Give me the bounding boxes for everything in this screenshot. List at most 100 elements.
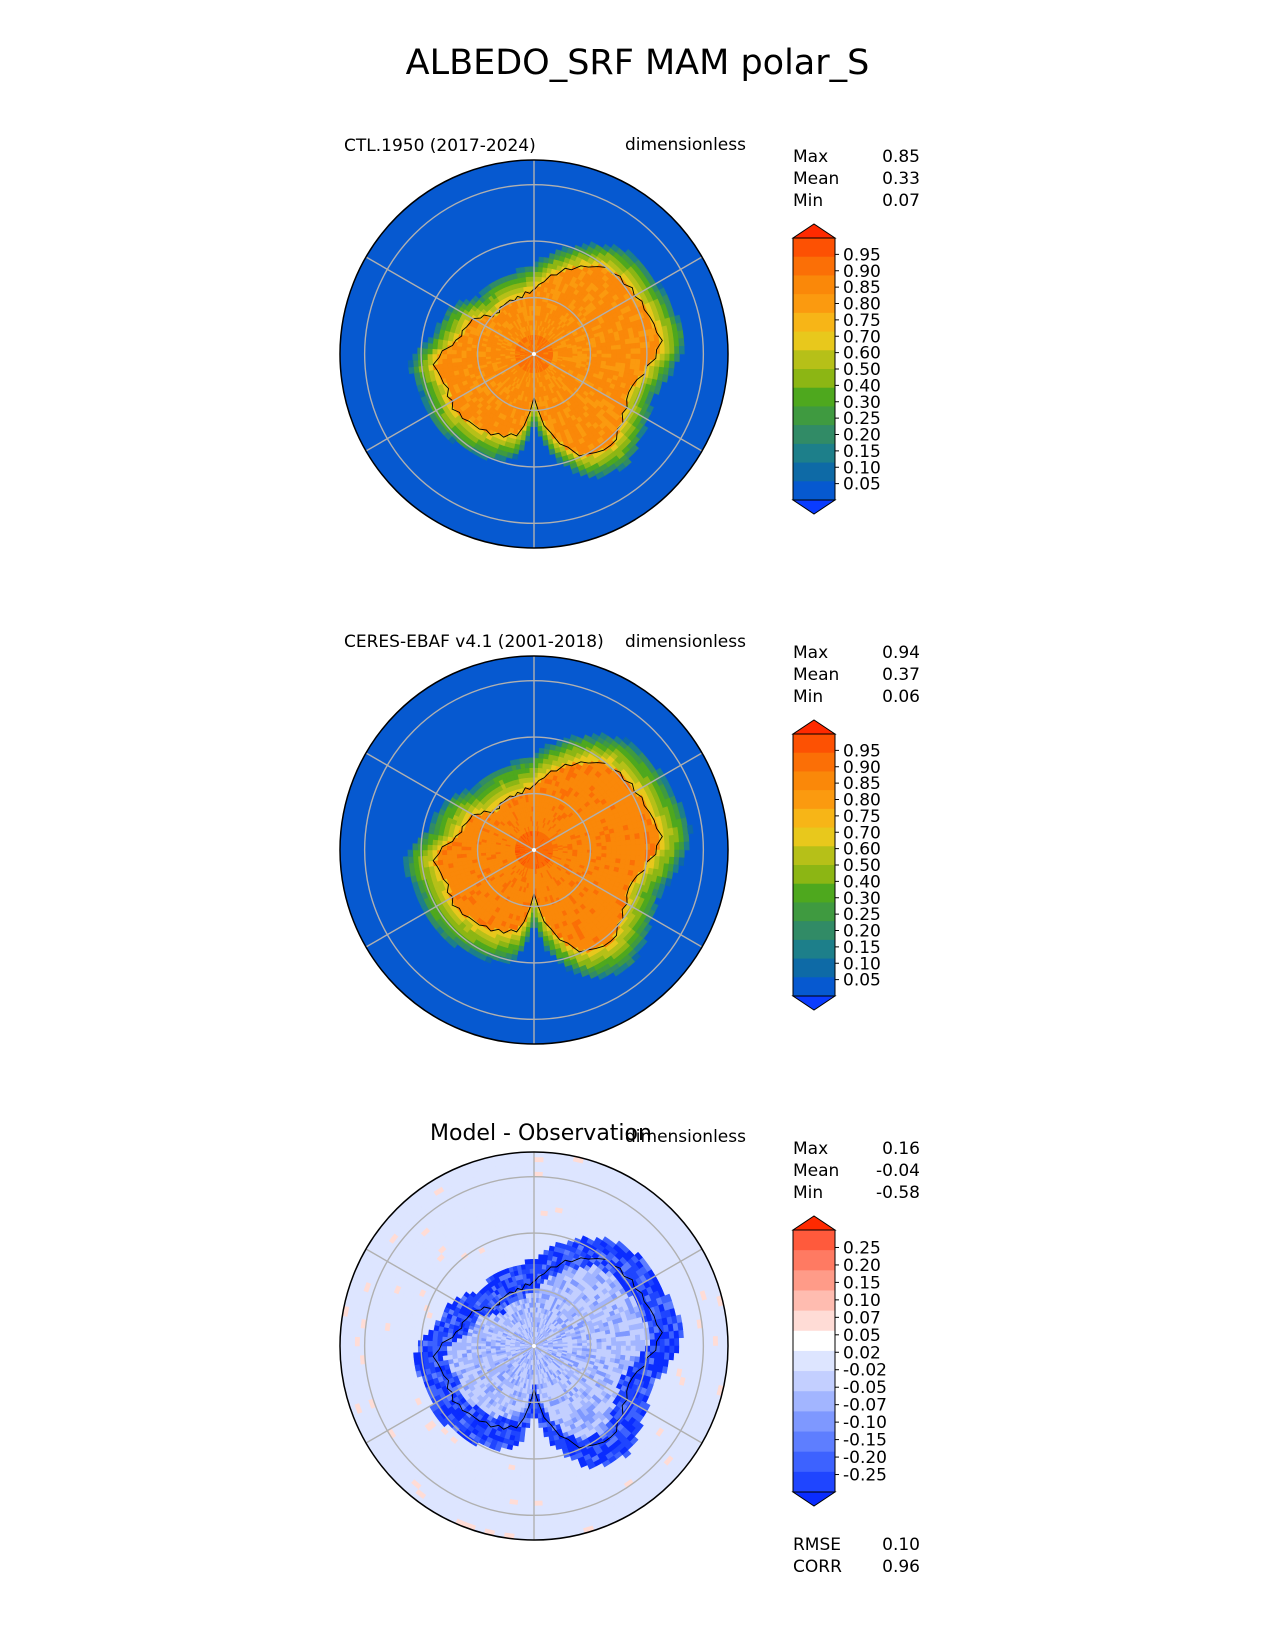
colorbar-tick-label: 0.15	[843, 442, 881, 462]
stat-value: -0.04	[876, 1161, 920, 1181]
map-boundary	[339, 159, 729, 549]
stat-label: Mean	[793, 665, 840, 685]
colorbar-tick-label: 0.25	[843, 409, 881, 429]
stat-value: 0.94	[882, 643, 920, 663]
colorbar-tick-label: 0.95	[843, 741, 881, 761]
pole-marker	[532, 848, 536, 852]
colorbar-segment	[793, 462, 835, 482]
metric-label: CORR	[793, 1557, 842, 1577]
colorbar-tick-label: 0.75	[843, 311, 881, 331]
colorbar-segment	[793, 883, 835, 903]
meridian-gridline	[365, 849, 535, 948]
metric-value: 0.10	[882, 1535, 920, 1555]
stat-value: 0.85	[882, 147, 920, 167]
colorbar-segment	[793, 275, 835, 295]
metric-value: 0.96	[882, 1557, 920, 1577]
stat-value: 0.06	[882, 687, 920, 707]
stat-value: 0.37	[882, 665, 920, 685]
colorbar-tick-label: -0.07	[843, 1396, 887, 1416]
colorbar-extend-max	[791, 1215, 837, 1231]
colorbar-segment	[793, 1230, 835, 1251]
colorbar-tick-label: 0.70	[843, 327, 881, 347]
pole-marker	[532, 352, 536, 356]
meridian-gridline	[365, 256, 535, 355]
meridian-gridline	[365, 353, 535, 452]
colorbar-segment	[793, 1270, 835, 1291]
stat-label: Min	[793, 191, 824, 211]
colorbar-segment	[793, 790, 835, 810]
stat-label: Max	[793, 643, 829, 663]
colorbar-segment	[793, 1290, 835, 1312]
colorbar-segment	[793, 312, 835, 333]
colorbar-segment	[793, 771, 835, 791]
stat-label: Mean	[793, 169, 840, 189]
colorbar-segment	[793, 939, 835, 960]
stat-label: Max	[793, 147, 829, 167]
colorbar-tick-label: 0.75	[843, 807, 881, 827]
colorbar-tick-label: 0.05	[843, 475, 881, 495]
panel3-polar-map	[339, 1151, 729, 1541]
colorbar-segment	[793, 865, 835, 885]
colorbar-tick-label: 0.40	[843, 872, 881, 892]
colorbar-segment	[793, 977, 835, 997]
stat-value: 0.16	[882, 1139, 920, 1159]
map-field	[340, 160, 728, 548]
colorbar-frame	[792, 1229, 836, 1493]
stat-label: Max	[793, 1139, 829, 1159]
meridian-gridline	[365, 752, 535, 851]
colorbar-tick-label: -0.25	[843, 1466, 887, 1486]
map-boundary	[339, 1151, 729, 1541]
panel1-left-label: CTL.1950 (2017-2024)	[344, 136, 536, 156]
map-field	[340, 1152, 728, 1540]
colorbar-tick-label: 0.02	[843, 1343, 881, 1363]
colorbar-segment	[793, 1391, 835, 1412]
colorbar-tick-label: 0.20	[843, 1256, 881, 1276]
colorbar-tick-label: 0.25	[843, 1238, 881, 1258]
colorbar-tick-label: 0.90	[843, 758, 881, 778]
colorbar-segment	[793, 294, 835, 314]
pole-marker	[532, 1344, 536, 1348]
colorbar-tick-label: 0.07	[843, 1308, 881, 1328]
stat-value: 0.33	[882, 169, 920, 189]
colorbar-tick-label: 0.40	[843, 376, 881, 396]
stat-value: -0.58	[876, 1183, 920, 1203]
colorbar-segment	[793, 827, 835, 847]
colorbar-segment	[793, 256, 835, 276]
colorbar-tick-label: 0.25	[843, 905, 881, 925]
colorbar-tick-label: 0.80	[843, 791, 881, 811]
colorbar-segment	[793, 958, 835, 978]
meridian-gridline	[533, 849, 703, 948]
panel3-colorbar: 0.250.200.150.100.070.050.02-0.02-0.05-0…	[791, 1215, 887, 1507]
colorbar-segment	[793, 425, 835, 445]
figure-title: ALBEDO_SRF MAM polar_S	[405, 43, 870, 83]
meridian-gridline	[533, 256, 703, 355]
colorbar-tick-label: 0.15	[843, 1273, 881, 1293]
colorbar-segment	[793, 1310, 835, 1332]
colorbar-segment	[793, 808, 835, 829]
colorbar-segment	[793, 1431, 835, 1453]
panel2-polar-map	[339, 655, 729, 1045]
panel3-title: Model - Observation	[430, 1121, 652, 1146]
panel1-colorbar: 0.950.900.850.800.750.700.600.500.400.30…	[791, 223, 881, 515]
colorbar-tick-label: 0.20	[843, 922, 881, 942]
colorbar-tick-label: 0.50	[843, 360, 881, 380]
colorbar-tick-label: 0.80	[843, 295, 881, 315]
colorbar-tick-label: 0.85	[843, 278, 881, 298]
colorbar-extend-min	[791, 1491, 837, 1507]
colorbar-segment	[793, 752, 835, 772]
meridian-gridline	[533, 1345, 703, 1444]
panel1-polar-map	[339, 159, 729, 549]
colorbar-tick-label: 0.70	[843, 823, 881, 843]
colorbar-segment	[793, 369, 835, 389]
colorbar-tick-label: 0.85	[843, 774, 881, 794]
map-boundary	[339, 655, 729, 1045]
colorbar-segment	[793, 350, 835, 370]
colorbar-segment	[793, 1451, 835, 1473]
colorbar-segment	[793, 481, 835, 501]
colorbar-segment	[793, 921, 835, 941]
meridian-gridline	[365, 1248, 535, 1347]
colorbar-segment	[793, 1350, 835, 1372]
colorbar-segment	[793, 902, 835, 922]
colorbar-tick-label: 0.05	[843, 971, 881, 991]
panel2-left-label: CERES-EBAF v4.1 (2001-2018)	[344, 632, 604, 652]
